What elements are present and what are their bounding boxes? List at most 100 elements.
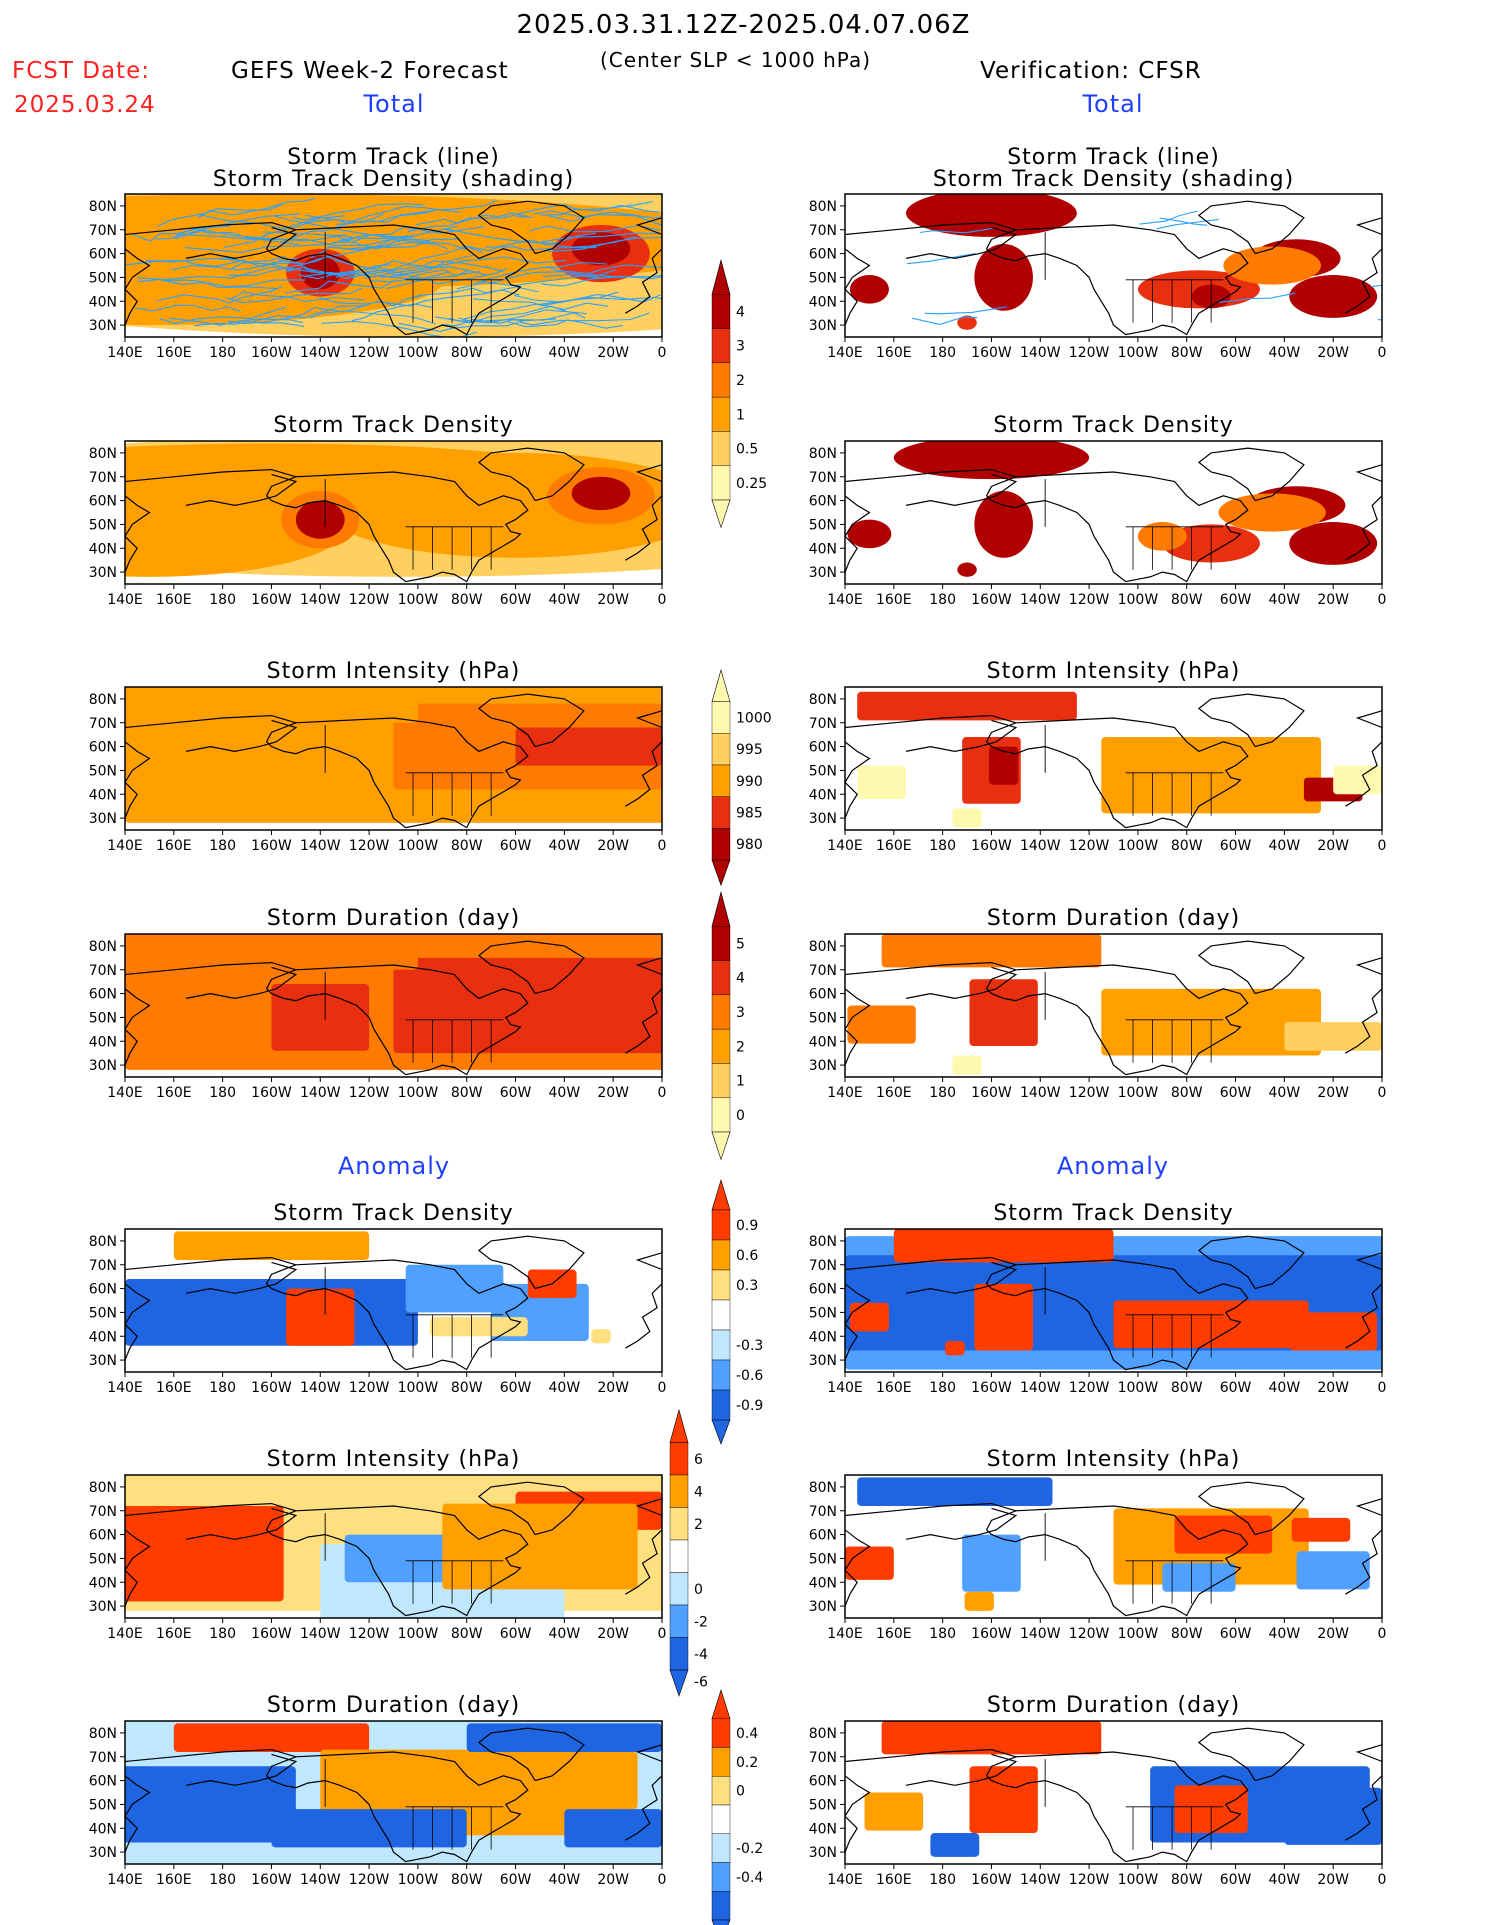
lon-tick-label: 0 — [1378, 345, 1387, 361]
map-frame — [844, 933, 1383, 1078]
shading-blob — [571, 232, 631, 266]
lon-tick-label: 180 — [929, 345, 956, 361]
coastline — [265, 1751, 529, 1863]
colorbar-label: 990 — [736, 774, 763, 790]
lon-tick-label: 160E — [156, 1626, 192, 1642]
lon-tick-label: 140W — [300, 1085, 341, 1101]
lon-tick-label: 180 — [209, 345, 236, 361]
lon-tick-label: 160E — [876, 1085, 912, 1101]
lon-tick-label: 160W — [251, 1872, 292, 1888]
colorbar-label: 0.25 — [736, 476, 767, 492]
lat-tick-label: 80N — [809, 199, 837, 215]
coastline — [985, 1751, 1249, 1863]
coastline — [1197, 200, 1305, 255]
coastline — [985, 471, 1249, 583]
lat-tick-label: 80N — [809, 1726, 837, 1742]
lon-tick-label: 180 — [929, 1085, 956, 1101]
lon-tick-label: 180 — [209, 1626, 236, 1642]
coastline — [905, 1261, 1018, 1294]
lon-tick-label: 40W — [1269, 1380, 1301, 1396]
colorbar-segment — [711, 1747, 731, 1777]
coastline — [845, 1256, 1017, 1271]
colorbar-segment — [711, 1833, 731, 1863]
lon-tick-label: 20W — [1317, 1872, 1349, 1888]
coastline — [1345, 217, 1382, 314]
panel-title: Storm Track (line) — [287, 145, 500, 170]
lat-tick-label: 80N — [89, 446, 117, 462]
colorbar-segment — [669, 1507, 689, 1541]
colorbar-segment — [711, 701, 731, 734]
colorbar-label: -0.4 — [736, 1870, 763, 1886]
lon-tick-label: 0 — [1378, 592, 1387, 608]
coastline — [905, 473, 1018, 507]
coastline — [265, 471, 529, 583]
shading-cell — [864, 1792, 924, 1831]
section-label-anomaly-verif: Anomaly — [1057, 1152, 1169, 1180]
shading-cell — [173, 1723, 370, 1752]
lon-tick-label: 120W — [1069, 1085, 1110, 1101]
colorbar-label: 0 — [694, 1582, 703, 1598]
lon-tick-label: 140E — [107, 1626, 143, 1642]
lon-tick-label: 100W — [1118, 1872, 1159, 1888]
colorbar-label: -0.3 — [736, 1338, 763, 1354]
lon-tick-label: 20W — [1317, 1380, 1349, 1396]
lon-tick-label: 120W — [349, 592, 390, 608]
colorbar-segment — [711, 328, 731, 364]
shading-blob — [1223, 246, 1321, 285]
lon-tick-label: 120W — [349, 838, 390, 854]
colorbar-segment — [711, 362, 731, 398]
shading-cell — [881, 934, 1102, 968]
lon-tick-label: 120W — [1069, 1872, 1110, 1888]
lon-tick-label: 40W — [549, 1085, 581, 1101]
lat-tick-label: 50N — [89, 1797, 117, 1813]
lon-tick-label: 60W — [1220, 1085, 1252, 1101]
lon-tick-label: 20W — [597, 1380, 629, 1396]
lon-tick-label: 100W — [1118, 1626, 1159, 1642]
lat-tick-label: 60N — [89, 987, 117, 1003]
lon-tick-label: 20W — [1317, 1085, 1349, 1101]
total-density-colorbar: 4 3 2 1 0.5 0.25 — [711, 258, 767, 529]
lon-tick-label: 20W — [597, 1872, 629, 1888]
lat-tick-label: 70N — [89, 716, 117, 732]
lon-tick-label: 80W — [451, 1626, 483, 1642]
lat-tick-label: 80N — [89, 692, 117, 708]
colorbar-label: -0.2 — [736, 1841, 763, 1857]
lat-tick-label: 40N — [89, 1575, 117, 1591]
map-panel-anom-fcst-density: Storm Track Density 80N 70N 60N 50N 40N 30N 140… — [89, 1201, 667, 1396]
fcst-date-label: FCST Date: — [12, 58, 150, 84]
coastline — [985, 964, 1249, 1076]
shading-blob — [957, 315, 977, 330]
lon-tick-label: 160E — [156, 838, 192, 854]
colorbar-segment — [711, 1329, 731, 1361]
map-frame — [124, 1228, 663, 1373]
coastline — [625, 957, 662, 1054]
lon-tick-label: 140W — [1020, 1872, 1061, 1888]
shading-cell — [1284, 1022, 1382, 1051]
coastline — [1197, 1235, 1305, 1290]
lat-tick-label: 40N — [89, 1034, 117, 1050]
map-panel-total-fcst-track: Storm Track (line)Storm Track Density (s… — [89, 145, 667, 361]
shading-cell — [1284, 1787, 1382, 1845]
lon-tick-label: 60W — [500, 1626, 532, 1642]
lat-tick-label: 60N — [89, 247, 117, 263]
lat-tick-label: 30N — [809, 1353, 837, 1369]
lon-tick-label: 60W — [500, 1085, 532, 1101]
colorbar-segment — [711, 1804, 731, 1834]
panel-title: Storm Track (line) — [1007, 145, 1220, 170]
coastline — [185, 226, 298, 260]
colorbar-segment — [711, 960, 731, 996]
lon-tick-label: 40W — [549, 838, 581, 854]
lat-tick-label: 80N — [809, 446, 837, 462]
lon-tick-label: 180 — [929, 838, 956, 854]
colorbar-label: 6 — [694, 1452, 703, 1468]
shading-cell — [930, 1833, 980, 1857]
map-panel-total-fcst-intensity: Storm Intensity (hPa) 80N 70N 60N 50N 40N 30N 1… — [89, 659, 667, 854]
coastline — [125, 1256, 297, 1271]
lon-tick-label: 0 — [658, 838, 667, 854]
lon-tick-label: 140E — [107, 1380, 143, 1396]
colorbar-segment — [711, 828, 731, 861]
map-frame — [124, 1474, 663, 1619]
lon-tick-label: 80W — [1171, 1085, 1203, 1101]
lat-tick-label: 30N — [809, 1058, 837, 1074]
